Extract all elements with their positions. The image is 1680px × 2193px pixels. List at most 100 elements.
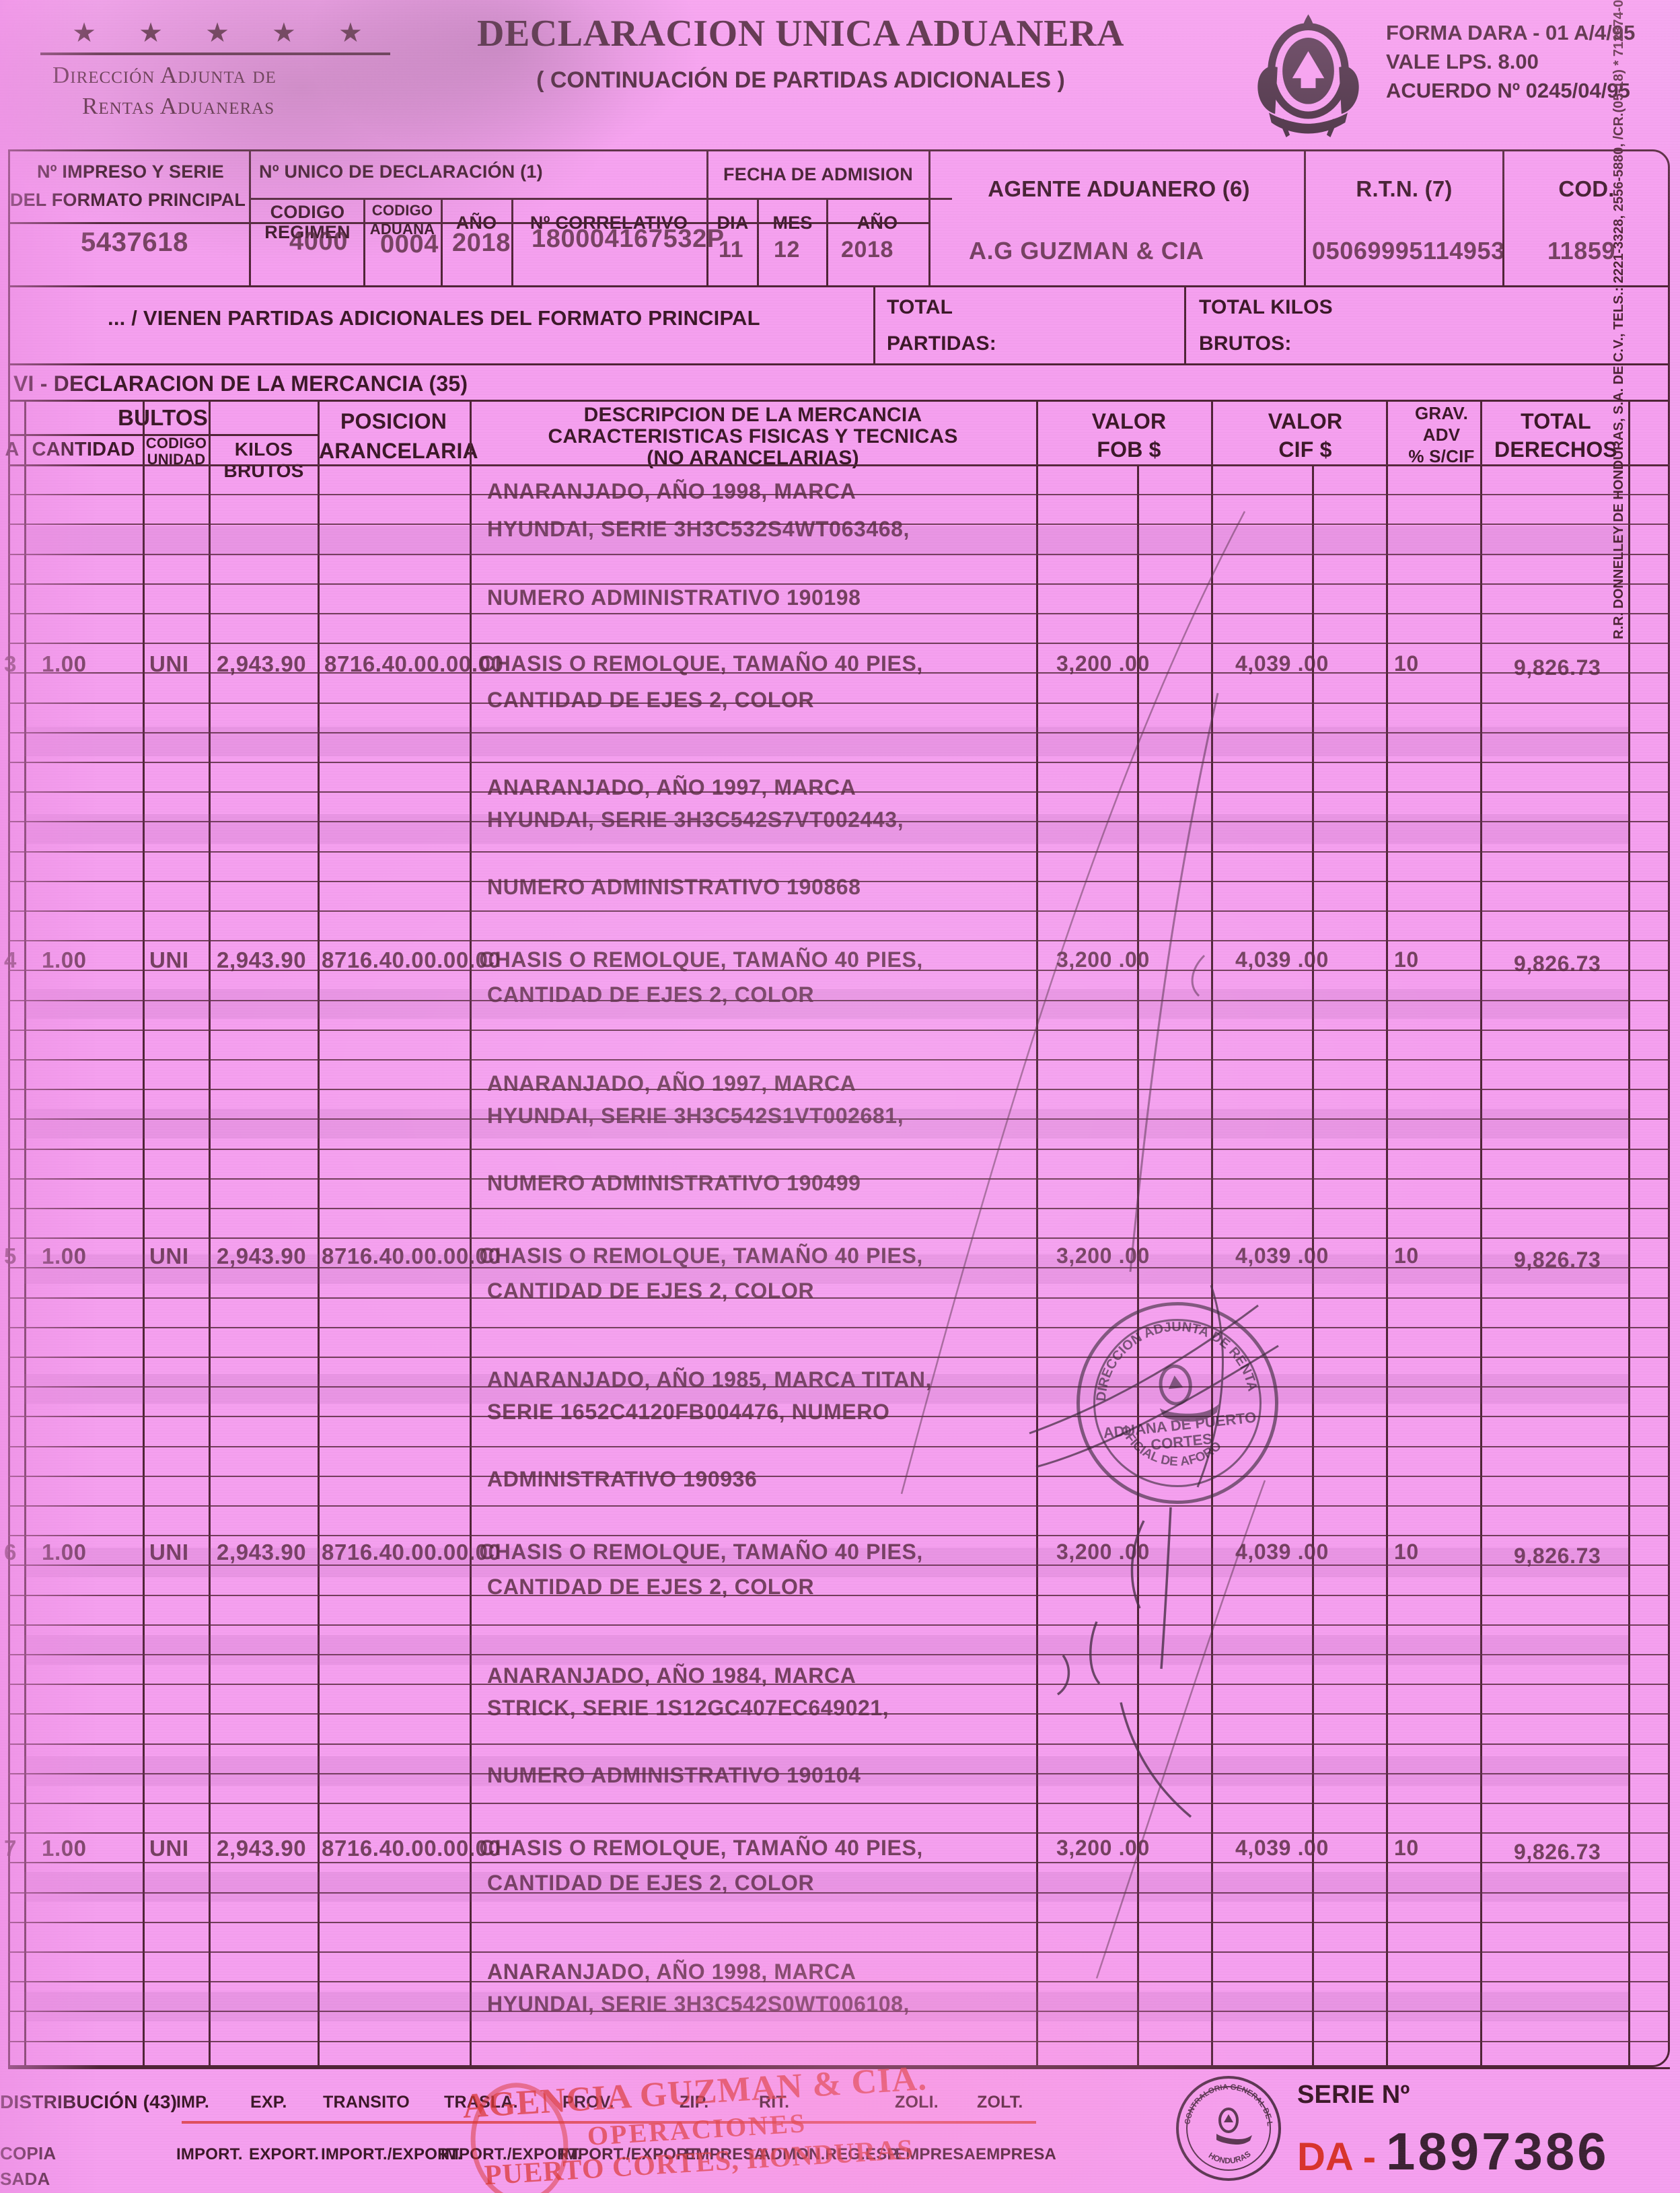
grid-h-rule [8,1892,1670,1894]
agency-crest-block: ★ ★ ★ ★ ★ Dirección Adjunta de Rentas Ad… [40,17,397,120]
grid-h-rule [8,1386,1670,1388]
row-cif-1: 4,039 .00 [1235,947,1329,972]
row-desc-4-1: CANTIDAD DE EJES 2, COLOR [487,1871,815,1895]
val-anio2: 2018 [841,237,894,262]
grid-h-rule [8,1030,1670,1031]
row-desc-2-2: ANARANJADO, AÑO 1985, MARCA TITAN, [487,1367,933,1392]
grid-h-rule [8,1118,1670,1120]
footer-col-top-0: IMP. [176,2093,209,2112]
row-cantidad-0: 1.00 [42,651,87,676]
thead-top-line [8,400,1670,402]
group-bultos-label: BULTOS [118,405,208,430]
footer-top-line [8,2067,1670,2069]
footer-col-top-2: TRANSITO [323,2093,410,2112]
footer-red-rule [182,2121,1036,2124]
row-item-3: 6 [4,1540,17,1565]
grid-h-rule [8,851,1670,853]
serie-prefix: DA - [1297,2135,1377,2179]
footer-col-top-3: TRASLA. [444,2093,518,2112]
grid-h-rule [8,524,1670,525]
col-anio2: AÑO [856,213,898,233]
grid-v-fob [1211,400,1213,2067]
grid-h-rule [8,643,1670,644]
grid-v-cantidad [143,400,145,2067]
form-accord: ACUERDO Nº 0245/04/95 [1386,78,1630,102]
carryover-vline-2 [1184,285,1186,363]
grid-h-rule [8,613,1670,614]
serie-number: 1897386 [1386,2122,1609,2181]
total-partidas-label-1: TOTAL [887,296,953,318]
grid-h-rule [8,1149,1670,1150]
row-desc-3-1: CANTIDAD DE EJES 2, COLOR [487,1575,815,1599]
row-desc-2-4: ADMINISTRATIVO 190936 [487,1467,758,1491]
grid-h-rule [8,791,1670,793]
grid-h-rule [8,672,1670,674]
row-kilos-1: 2,943.90 [217,947,307,972]
idblock-vline-2 [363,198,365,285]
col-desc-3: (NO ARANCELARIAS) [647,447,859,469]
row-derechos-0: 9,826.73 [1514,655,1601,680]
row-desc-3-3: STRICK, SERIE 1S12GC407EC649021, [487,1696,889,1720]
row-item-1: 4 [4,947,17,972]
rtn-value: 05069995114953 [1312,237,1505,264]
val-correlativo: 180004167532P [532,225,725,253]
agente-aduanero-label: AGENTE ADUANERO (6) [988,176,1250,201]
unico-declaracion-label: Nº UNICO DE DECLARACIÓN (1) [259,161,543,182]
grid-h-rule [8,1565,1670,1566]
copia-label-2: SADA [0,2169,50,2189]
total-partidas-label-2: PARTIDAS: [887,332,996,355]
col-mes: MES [772,213,813,233]
grid-h-rule [8,1327,1670,1328]
row-posicion-2: 8716.40.00.00.00 [322,1244,501,1268]
grid-h-rule [8,1089,1670,1090]
idblock-vline-9 [1304,149,1306,285]
row-desc-0-1: CANTIDAD DE EJES 2, COLOR [487,688,815,712]
grid-h-rule [8,1267,1670,1268]
grid-h-rule [8,1832,1670,1834]
idblock-vline-8 [928,149,930,285]
form-meta-block: FORMA DARA - 01 A/4/95 VALE LPS. 8.00 AC… [1386,19,1635,105]
row-kilos-0: 2,943.90 [217,651,307,676]
footer-col-bottom-0: IMPORT. [176,2145,243,2163]
col-codigo-regimen-2: REGIMEN [264,222,351,242]
grid-h-rule [8,1803,1670,1804]
footer-col-bottom-1: EXPORT. [249,2145,320,2163]
grid-h-rule [8,1237,1670,1239]
col-correlativo: Nº CORRELATIVO [529,213,688,233]
grid-h-rule [8,1416,1670,1417]
row-unidad-4: UNI [149,1836,189,1861]
row-item-4: 7 [4,1836,17,1861]
row-fob-4: 3,200 .00 [1056,1836,1150,1860]
impreso-label-2: DEL FORMATO PRINCIPAL [9,190,246,210]
row-grav-4: 10 [1394,1836,1419,1860]
row-desc-4-2: ANARANJADO, AÑO 1998, MARCA [487,1960,856,1984]
footer-col-top-4: PROV. [562,2093,614,2112]
agente-aduanero-value: A.G GUZMAN & CIA [969,237,1204,264]
val-codigo-aduana: 0004 [380,230,439,258]
col-total-2: DERECHOS [1494,437,1617,462]
grid-h-rule [8,583,1670,585]
row-cif-3: 4,039 .00 [1235,1540,1329,1564]
row-derechos-2: 9,826.73 [1514,1248,1601,1272]
grid-h-rule [8,1981,1670,1982]
grid-v-cif [1386,400,1388,2067]
grid-h-rule [8,881,1670,882]
grid-v-desc [1036,400,1038,2067]
grid-h-rule [8,762,1670,763]
impreso-value: 5437618 [81,227,188,257]
grid-h-rule [8,970,1670,971]
row-desc-3-2: ANARANJADO, AÑO 1984, MARCA [487,1663,856,1688]
grid-h-rule [8,1862,1670,1863]
val-dia: 11 [719,237,744,262]
row-desc-1-2: ANARANJADO, AÑO 1997, MARCA [487,1071,856,1095]
footer-col-bottom-5: EMPRESA [685,2145,766,2163]
fecha-admision-label: FECHA DE ADMISION [723,164,913,184]
row-desc-2-3: SERIE 1652C4120FB004476, NUMERO [487,1400,890,1424]
col-codigo-unidad-1: CODIGO [145,435,207,452]
col-fob-2: FOB $ [1097,437,1161,462]
row-unidad-0: UNI [149,651,189,676]
grid-h-rule [8,910,1670,912]
col-grav-1: GRAV. [1414,403,1469,423]
row-desc-2-0: CHASIS O REMOLQUE, TAMAÑO 40 PIES, [479,1244,923,1268]
form-code: FORMA DARA - 01 A/4/95 [1386,21,1636,44]
